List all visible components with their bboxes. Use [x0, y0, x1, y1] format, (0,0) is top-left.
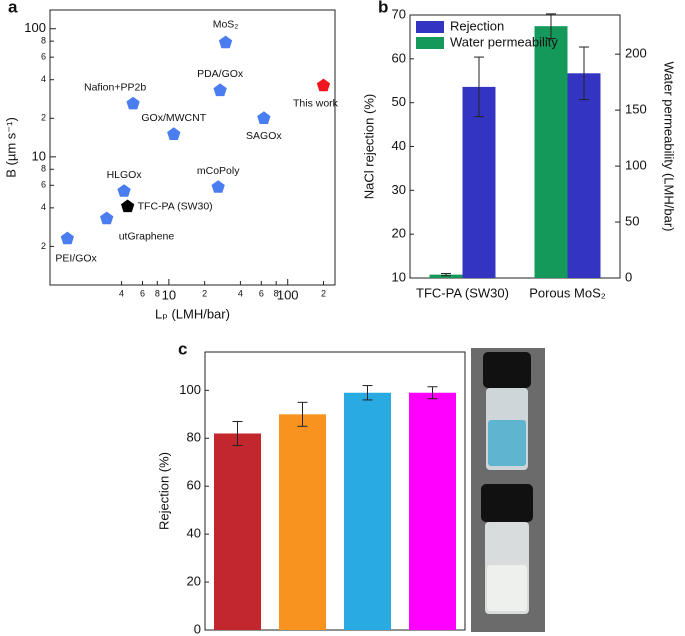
bar	[429, 274, 463, 278]
point	[257, 111, 271, 124]
point	[316, 78, 331, 92]
point-label: This work	[293, 97, 339, 109]
point-label: TFC-PA (SW30)	[138, 200, 213, 212]
y-tick-label: 4	[41, 74, 46, 84]
plot-frame	[49, 9, 336, 286]
point	[121, 199, 135, 213]
y-tick-label: 2	[41, 241, 46, 251]
x-tick-label: 4	[238, 288, 243, 298]
y-tick-label: 4	[41, 202, 46, 212]
panel-label: b	[378, 0, 388, 16]
point	[213, 83, 227, 97]
point	[117, 184, 131, 197]
y-tick-label: 10	[392, 269, 406, 284]
x-tick-label: 10	[162, 287, 176, 302]
point-label: utGraphene	[119, 230, 175, 242]
bar	[409, 392, 456, 630]
legend-swatch	[416, 37, 444, 49]
legend-label: Water permeability	[450, 34, 558, 49]
y-axis-label: B (µm s⁻¹)	[3, 117, 18, 178]
y-axis-label: NaCl rejection (%)	[361, 94, 376, 199]
point-label: MoS₂	[213, 18, 239, 30]
point-label: SAGOx	[246, 130, 282, 142]
plot-frame	[204, 351, 466, 631]
y-tick-label: 8	[41, 164, 46, 174]
y2-tick-label: 100	[625, 158, 647, 173]
y2-tick-label: 150	[625, 102, 647, 117]
x-tick-label: 2	[202, 288, 207, 298]
x-tick-label: 8	[274, 288, 279, 298]
legend-label: Rejection	[450, 18, 504, 33]
bar	[214, 433, 261, 630]
y2-tick-label: 200	[625, 46, 647, 61]
bar	[534, 26, 568, 278]
point	[126, 96, 140, 110]
y2-tick-label: 50	[625, 213, 639, 228]
x-tick-label: 4	[119, 288, 124, 298]
x-tick-label: TFC-PA (SW30)	[416, 285, 509, 300]
x-tick-label: 2	[321, 288, 326, 298]
x-tick-label: Porous MoS₂	[529, 285, 606, 300]
point-label: PDA/GOx	[197, 68, 244, 80]
x-axis-label: Lₚ (LMH/bar)	[155, 306, 230, 321]
legend-swatch	[416, 21, 444, 33]
x-tick-label: 8	[155, 288, 160, 298]
panel-label: a	[8, 0, 18, 16]
y-tick-label: 80	[187, 430, 201, 445]
y-tick-label: 30	[392, 182, 406, 197]
point-label: PEI/GOx	[55, 252, 97, 264]
point	[167, 127, 181, 140]
y-tick-label: 60	[392, 50, 406, 65]
point	[100, 211, 114, 225]
point-label: GOx/MWCNT	[141, 112, 206, 124]
x-tick-label: 6	[259, 288, 264, 298]
y2-axis-label: Water permeability (LMH/bar)	[662, 61, 677, 231]
y-tick-label: 6	[41, 180, 46, 190]
y-tick-label: 50	[392, 94, 406, 109]
bar	[462, 86, 496, 279]
y-tick-label: 100	[179, 382, 201, 397]
x-tick-label: 100	[277, 287, 299, 302]
y-axis-label: Rejection (%)	[156, 452, 171, 530]
point-label: HLGOx	[107, 169, 143, 181]
y-tick-label: 20	[392, 226, 406, 241]
point-label: Nafion+PP2b	[84, 81, 146, 93]
y-tick-label: 70	[392, 6, 406, 21]
bar	[279, 414, 326, 630]
panel-label: c	[178, 339, 187, 358]
bar	[567, 73, 601, 278]
point-label: mCoPoly	[197, 165, 240, 177]
bar	[344, 392, 391, 630]
vial-photo	[471, 348, 545, 632]
y-tick-label: 0	[194, 621, 201, 636]
y2-tick-label: 0	[625, 269, 632, 284]
y-tick-label: 60	[187, 478, 201, 493]
y-tick-label: 40	[392, 138, 406, 153]
y-tick-label: 8	[41, 36, 46, 46]
y-tick-label: 10	[32, 148, 46, 163]
point	[218, 35, 233, 49]
y-tick-label: 2	[41, 113, 46, 123]
point	[211, 180, 225, 193]
y-tick-label: 40	[187, 526, 201, 541]
x-tick-label: 6	[140, 288, 145, 298]
y-tick-label: 100	[24, 20, 46, 35]
y-tick-label: 20	[187, 574, 201, 589]
point	[60, 231, 74, 245]
y-tick-label: 6	[41, 52, 46, 62]
